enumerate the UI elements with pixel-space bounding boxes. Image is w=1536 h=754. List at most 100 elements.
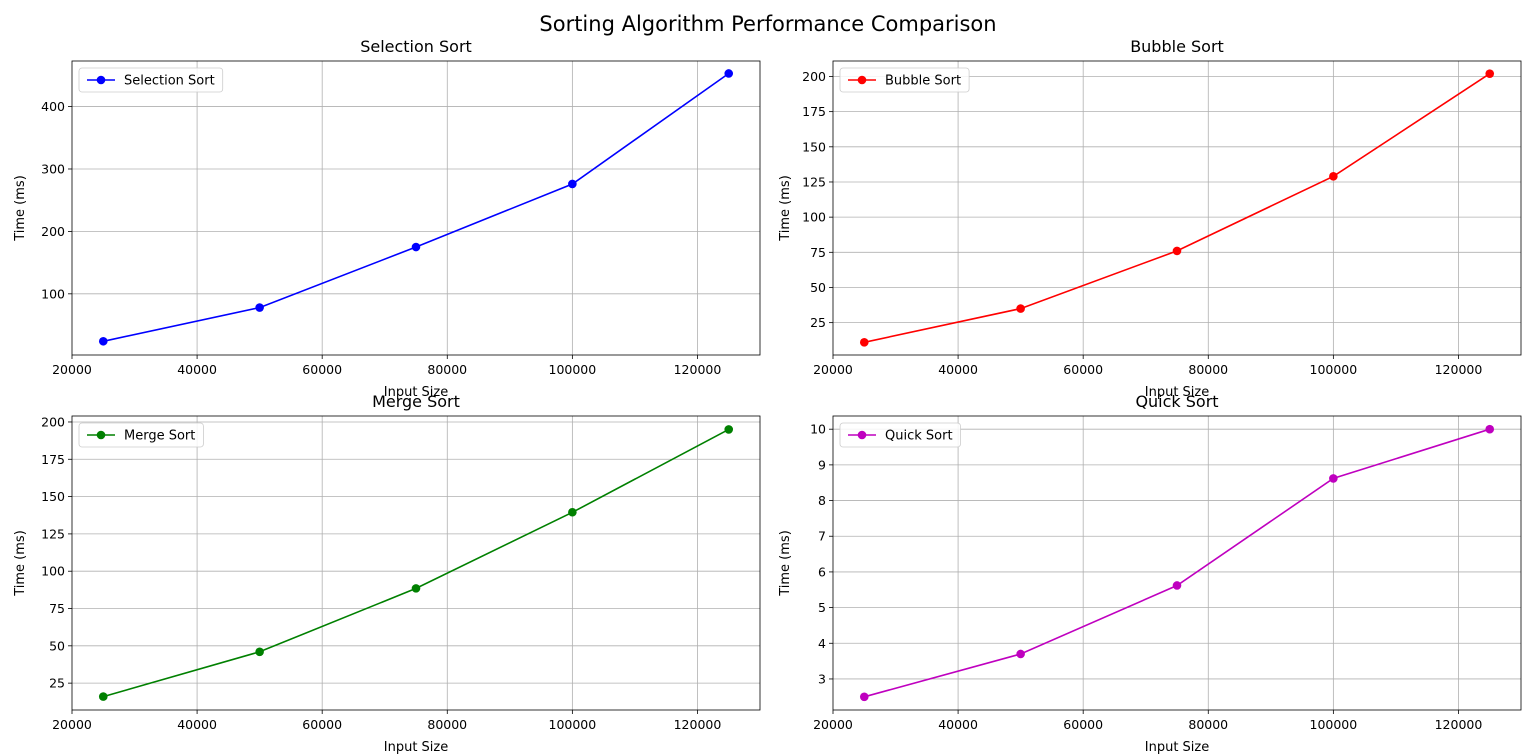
y-tick-label: 200 [41,414,65,429]
x-axis-label: Input Size [1145,385,1209,400]
x-tick-label: 80000 [1188,717,1228,732]
x-tick-label: 100000 [549,717,597,732]
y-tick-label: 125 [802,174,826,189]
legend: Bubble Sort [839,67,970,93]
legend: Selection Sort [78,67,224,93]
data-point [411,584,421,593]
data-point [1485,424,1495,434]
legend-box [78,422,204,448]
x-axis-label: Input Size [384,385,448,400]
y-tick-label: 200 [41,224,65,239]
axes-frame [832,60,1522,356]
subplot-3: 20000 40000 60000 80000 100000 120000 25 50 75 10… [13,392,761,754]
y-tick-label: 25 [49,676,65,691]
data-point [255,303,264,312]
y-tick-label: 100 [41,286,65,301]
y-tick-label: 150 [41,489,65,504]
y-tick-label: 400 [41,99,65,114]
y-tick-label: 6 [818,564,826,579]
subplot-title: Merge Sort [372,392,460,411]
data-point [1485,69,1495,78]
y-tick-label: 100 [41,564,65,579]
x-tick-label: 80000 [427,717,467,732]
legend-marker [857,75,867,85]
data-point [255,647,264,657]
x-tick-label: 100000 [1310,717,1358,732]
x-tick-label: 60000 [1063,717,1103,732]
x-tick-label: 40000 [938,362,978,377]
x-tick-label: 120000 [1435,362,1483,377]
x-axis-label: Input Size [1145,740,1209,754]
y-tick-label: 200 [802,69,826,84]
x-tick-label: 120000 [674,717,722,732]
legend-marker [96,430,106,440]
y-tick-label: 4 [818,636,826,651]
y-axis-label: Time (ms) [778,175,793,242]
y-tick-label: 175 [802,104,826,119]
data-point [724,69,734,78]
axes-frame [832,415,1522,711]
data-point [411,242,421,252]
y-tick-label: 25 [810,315,826,330]
x-tick-label: 20000 [52,717,92,732]
legend-label: Bubble Sort [885,74,961,89]
y-tick-label: 50 [810,280,826,295]
x-tick-label: 20000 [813,717,853,732]
axes-frame [71,415,761,711]
legend-label: Selection Sort [124,74,215,89]
subplot-title: Selection Sort [360,37,472,56]
legend-marker [857,430,867,440]
x-axis-label: Input Size [384,740,448,754]
data-point [1172,581,1182,590]
x-tick-label: 20000 [52,362,92,377]
subplot-title: Bubble Sort [1130,37,1224,56]
x-tick-label: 40000 [177,717,217,732]
data-point [98,692,108,701]
legend-box [839,422,961,448]
x-tick-label: 120000 [674,362,722,377]
data-point [1016,649,1025,659]
x-tick-label: 40000 [938,717,978,732]
data-point [98,336,108,346]
legend: Quick Sort [839,422,961,448]
x-tick-label: 100000 [1310,362,1358,377]
y-tick-label: 9 [818,457,826,472]
y-tick-label: 75 [49,601,65,616]
data-point [1172,246,1182,256]
y-tick-label: 7 [818,529,826,544]
data-point [568,179,577,189]
y-tick-label: 3 [818,671,826,686]
subplot-1: 20000 40000 60000 80000 100000 120000 100 200 30… [13,37,761,400]
x-tick-label: 80000 [427,362,467,377]
y-tick-label: 175 [41,452,65,467]
x-tick-label: 20000 [813,362,853,377]
y-tick-label: 125 [41,526,65,541]
y-tick-label: 300 [41,161,65,176]
data-point [1016,304,1025,313]
y-tick-label: 75 [810,245,826,260]
y-tick-label: 10 [810,422,826,437]
y-tick-label: 5 [818,600,826,615]
data-point [859,338,869,347]
legend-box [839,67,970,93]
data-point [1329,474,1338,483]
subplot-2: 20000 40000 60000 80000 100000 120000 25 50 75 10… [778,37,1522,400]
x-tick-label: 60000 [302,362,342,377]
x-tick-label: 80000 [1188,362,1228,377]
x-tick-label: 60000 [1063,362,1103,377]
x-tick-label: 120000 [1435,717,1483,732]
legend-box [78,67,224,93]
legend-label: Quick Sort [885,429,953,444]
x-tick-label: 60000 [302,717,342,732]
data-point [568,507,577,517]
y-tick-label: 50 [49,638,65,653]
x-tick-label: 40000 [177,362,217,377]
axes-container: 20000 40000 60000 80000 100000 120000 100 200 30… [13,37,1522,754]
data-point [1329,172,1338,181]
y-axis-label: Time (ms) [778,530,793,597]
x-tick-label: 100000 [549,362,597,377]
subplot-4: 20000 40000 60000 80000 100000 120000 3 4 5 6 7 8 9 1… [778,392,1522,754]
subplot-title: Quick Sort [1135,392,1218,411]
legend-label: Merge Sort [124,429,195,444]
